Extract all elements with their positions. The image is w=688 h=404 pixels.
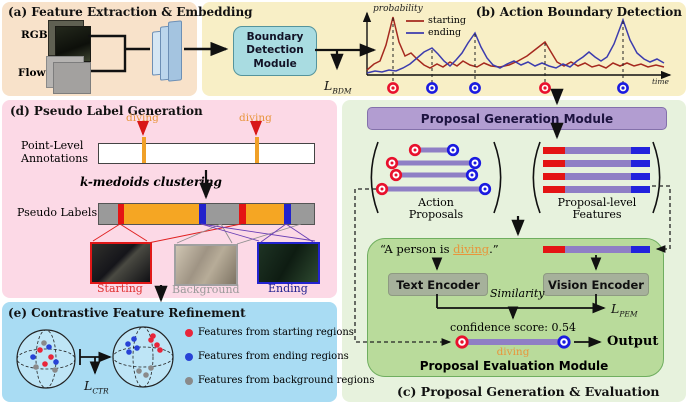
features-label-1: Proposal-level	[557, 196, 637, 209]
loss-pem: LPEM	[611, 301, 638, 319]
time-axis-label: time	[652, 77, 669, 86]
background-frame	[174, 244, 238, 286]
flow-label: Flow	[18, 67, 46, 79]
proposal-evaluation-module-label: Proposal Evaluation Module	[419, 359, 609, 373]
rgb-label: RGB	[21, 29, 48, 41]
panel-c-title: (c) Proposal Generation & Evaluation	[397, 384, 660, 399]
legend-item-starting: Features from starting regions	[198, 327, 354, 338]
segment-end	[199, 204, 206, 224]
proposal-feature-bar	[543, 160, 650, 167]
pseudo-label-bar	[98, 203, 315, 225]
point-level-label-1: Point-Level	[21, 139, 84, 152]
features-label-2: Features	[572, 208, 622, 221]
background-feature-dot	[185, 377, 193, 385]
panel-e-title: (e) Contrastive Feature Refinement	[8, 306, 246, 320]
annotation-timeline	[98, 137, 315, 164]
segment-action	[246, 204, 284, 224]
vision-encoder: Vision Encoder	[543, 273, 649, 296]
probability-axis-label: probability	[373, 4, 423, 14]
segment-background	[291, 204, 314, 224]
proposal-feature-bar	[543, 147, 650, 154]
annotation-point-2	[255, 137, 259, 163]
loss-bdm: LBDM	[324, 78, 352, 96]
segment-action	[124, 204, 199, 224]
legend-item-background: Features from background regions	[198, 375, 375, 386]
panel-a-title: (a) Feature Extraction & Embedding	[8, 5, 253, 19]
segment-start	[239, 204, 246, 224]
evaluated-feature-bar	[543, 246, 650, 253]
ending-caption: Ending	[268, 282, 308, 295]
action-proposals-label-2: Proposals	[408, 208, 464, 221]
confidence-score: confidence score: 0.54	[450, 321, 576, 334]
embedding-layer-3	[168, 20, 182, 82]
panel-b-title: (b) Action Boundary Detection	[475, 5, 682, 19]
similarity-label: Similarity	[490, 287, 545, 300]
segment-start	[118, 204, 124, 224]
starting-frame	[90, 242, 152, 284]
ending-frame	[257, 242, 320, 284]
panel-d-title: (d) Pseudo Label Generation	[10, 104, 203, 118]
background-caption: Background	[172, 283, 240, 296]
proposal-feature-bar	[543, 173, 650, 180]
ending-feature-dot	[185, 353, 193, 361]
output-proposal-label: diving	[496, 346, 530, 358]
segment-background	[206, 204, 239, 224]
query-action-word: diving	[453, 242, 490, 256]
point-level-label-2: Annotations	[21, 152, 89, 165]
segment-background	[99, 204, 118, 224]
pseudo-labels-label: Pseudo Labels	[17, 206, 98, 219]
annotation-point-1	[142, 137, 146, 163]
loss-ctr: LCTR	[84, 378, 109, 396]
starting-caption: Starting	[97, 282, 143, 295]
kmedoids-label: k-medoids clustering	[80, 175, 222, 189]
legend-ending: ending	[428, 27, 462, 38]
text-encoder: Text Encoder	[388, 273, 488, 296]
query-sentence: “A person is diving.”	[380, 242, 499, 256]
legend-item-ending: Features from ending regions	[198, 351, 349, 362]
legend-starting: starting	[428, 15, 466, 26]
starting-feature-dot	[185, 329, 193, 337]
point-annotation-1: diving	[126, 112, 159, 124]
flow-frame-front	[53, 62, 91, 94]
segment-end	[284, 204, 291, 224]
output-label: Output	[607, 334, 659, 349]
point-annotation-2: diving	[239, 112, 272, 124]
proposal-generation-module: Proposal Generation Module	[367, 107, 667, 130]
proposal-feature-bar	[543, 186, 650, 193]
boundary-detection-module: Boundary Detection Module	[233, 26, 317, 76]
